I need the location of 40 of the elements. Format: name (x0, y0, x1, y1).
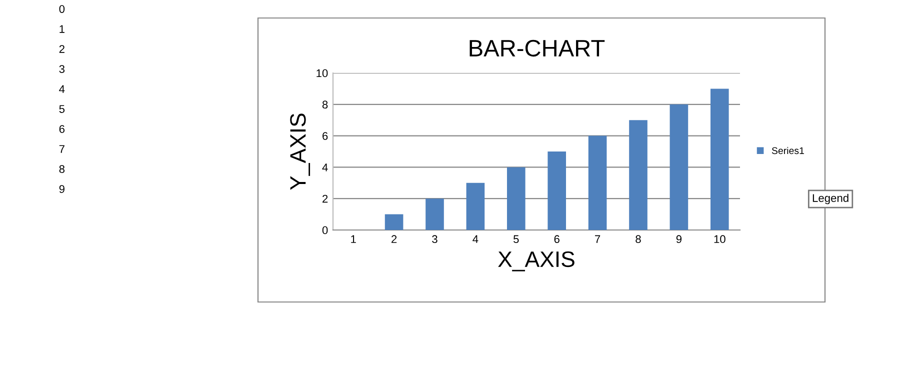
y-tick-label: 6 (322, 132, 328, 140)
x-tick-label: 2 (392, 235, 397, 243)
y-tick-label: 8 (322, 100, 328, 109)
x-tick-label: 5 (514, 235, 519, 244)
y-tick-label: 2 (322, 194, 328, 203)
text: Legend (812, 194, 848, 204)
text: 6 (59, 125, 65, 133)
y-tick-label: 10 (316, 69, 328, 78)
text: 9 (59, 185, 64, 193)
x-tick-label: 3 (432, 235, 438, 244)
text: 4 (59, 85, 65, 93)
bar (588, 136, 607, 230)
bar (466, 182, 485, 230)
bar (670, 104, 688, 230)
x-tick-label: 8 (636, 235, 641, 244)
x-tick-label: 7 (595, 235, 600, 243)
x-tick-label: 1 (351, 235, 356, 243)
text: 3 (59, 65, 65, 73)
legend-label: Series1 (772, 146, 804, 154)
y-tick-label: 4 (322, 164, 328, 172)
bar (506, 167, 526, 230)
bar (629, 120, 648, 230)
y-axis-title: Y_AXIS (290, 114, 310, 190)
y-tick-label: 0 (322, 226, 328, 234)
bar (710, 88, 729, 230)
x-tick-label: 9 (676, 235, 682, 244)
bar (384, 214, 404, 230)
x-tick-label: 6 (554, 235, 560, 244)
bar (426, 198, 444, 230)
text: 2 (59, 45, 64, 53)
text: 8 (59, 165, 65, 173)
text: 1 (60, 25, 64, 33)
text: 7 (59, 145, 64, 153)
x-tick-label: 10 (714, 235, 726, 244)
text: 0 (59, 5, 65, 13)
x-tick-label: 4 (472, 235, 478, 243)
bar (548, 152, 566, 230)
chart-title: BAR-CHART (470, 40, 605, 57)
x-axis-title: X_AXIS (498, 251, 574, 272)
text: 5 (59, 105, 65, 113)
